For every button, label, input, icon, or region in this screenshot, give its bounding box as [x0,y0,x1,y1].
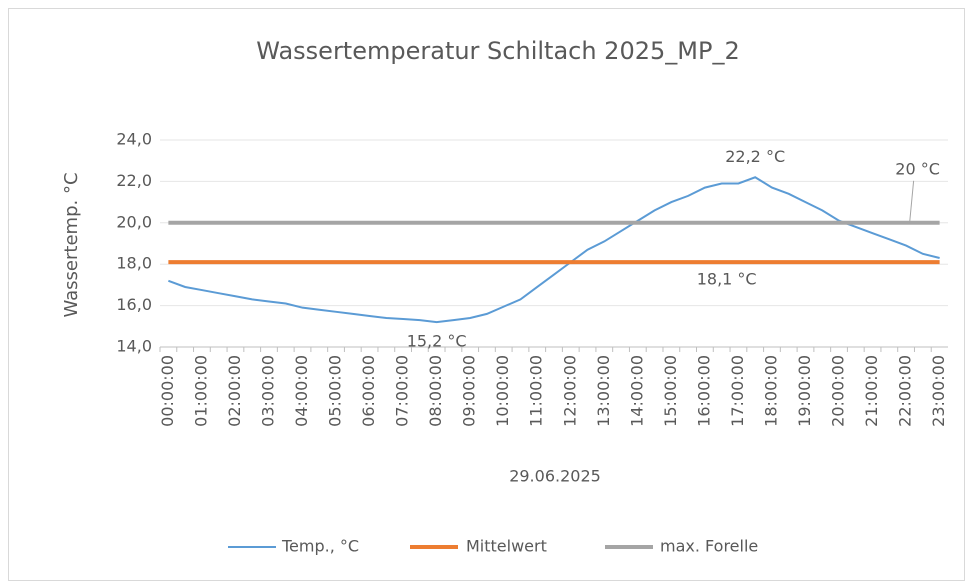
x-tick-label: 07:00:00 [393,355,412,427]
y-tick-label: 22,0 [116,171,152,190]
x-tick-label: 21:00:00 [862,355,881,427]
x-tick-label: 05:00:00 [326,355,345,427]
x-tick-label: 04:00:00 [292,355,311,427]
x-tick-label: 00:00:00 [158,355,177,427]
y-tick-label: 20,0 [116,212,152,231]
x-tick-label: 11:00:00 [527,355,546,427]
x-tick-label: 17:00:00 [728,355,747,427]
x-tick-label: 14:00:00 [627,355,646,427]
x-tick-label: 23:00:00 [929,355,948,427]
y-tick-label: 24,0 [116,130,152,149]
x-tick-label: 01:00:00 [191,355,210,427]
x-tick-label: 19:00:00 [795,355,814,427]
data-label: 18,1 °C [697,270,757,289]
x-tick-label: 22:00:00 [896,355,915,427]
x-tick-label: 02:00:00 [225,355,244,427]
chart-title: Wassertemperatur Schiltach 2025_MP_2 [256,37,739,65]
x-tick-label: 10:00:00 [493,355,512,427]
y-tick-label: 16,0 [116,295,152,314]
series-line [168,176,940,324]
y-tick-label: 14,0 [116,337,152,356]
data-label: 22,2 °C [725,147,785,166]
leader-line [909,180,915,223]
legend-label: max. Forelle [660,537,758,556]
x-axis-label: 29.06.2025 [509,467,601,486]
y-axis-label: Wassertemp. °C [61,172,82,317]
x-tick-label: 03:00:00 [258,355,277,427]
x-tick-label: 06:00:00 [359,355,378,427]
x-tick-label: 20:00:00 [829,355,848,427]
data-label: 15,2 °C [407,332,467,351]
x-tick-label: 12:00:00 [560,355,579,427]
x-tick-label: 09:00:00 [460,355,479,427]
x-tick-label: 18:00:00 [761,355,780,427]
y-tick-label: 18,0 [116,254,152,273]
chart-border [8,8,965,581]
x-tick-label: 15:00:00 [661,355,680,427]
data-label: 20 °C [895,159,940,178]
legend-label: Temp., °C [281,537,359,556]
x-tick-label: 16:00:00 [694,355,713,427]
x-tick-label: 13:00:00 [594,355,613,427]
x-tick-label: 08:00:00 [426,355,445,427]
legend-label: Mittelwert [466,537,547,556]
